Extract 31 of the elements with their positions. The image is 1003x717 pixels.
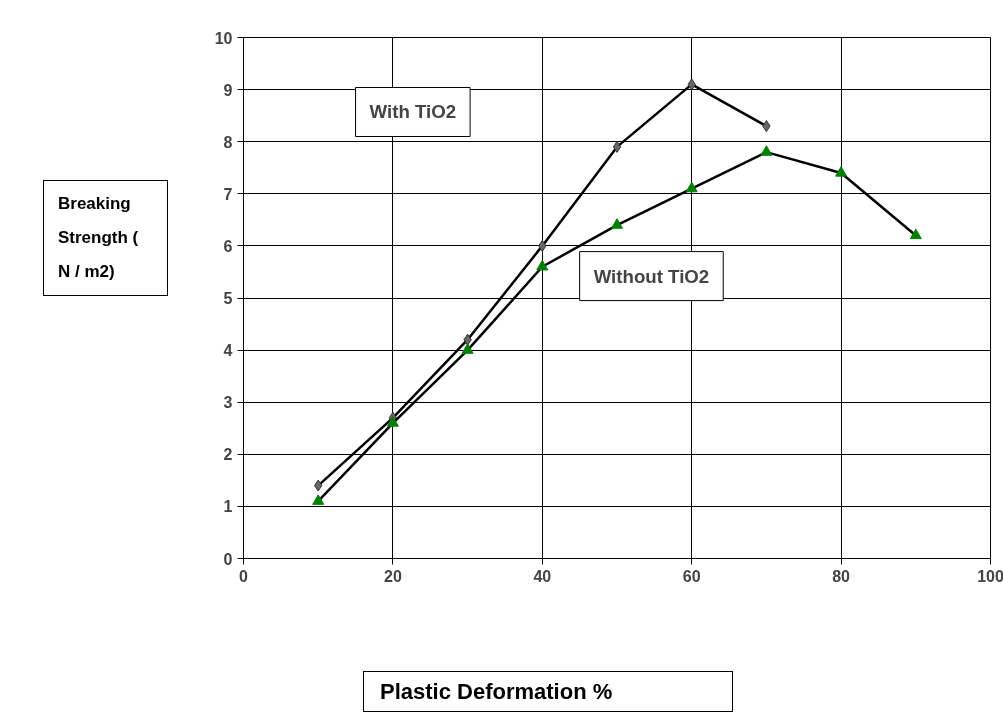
point	[611, 218, 623, 229]
y-tick-label: 8	[223, 133, 233, 151]
y-tick-label: 2	[223, 446, 233, 464]
point	[386, 416, 399, 427]
point	[685, 181, 698, 193]
point	[760, 145, 773, 156]
x-tick-label: 100	[977, 567, 1003, 585]
text: With TiO2	[369, 101, 457, 123]
x-tick-label: 40	[533, 567, 552, 585]
point	[612, 140, 622, 153]
x-axis-title: Plastic Deformation %	[363, 671, 733, 713]
x-tick-label: 80	[832, 567, 851, 585]
y-tick-label: 5	[223, 290, 233, 307]
point	[536, 259, 549, 271]
y-tick-label: 3	[223, 394, 233, 412]
x-tick-label: 60	[682, 567, 701, 585]
point	[835, 166, 848, 177]
y-tick-label: 9	[223, 81, 233, 99]
y-axis-title: Breaking Strength ( N / m2)	[43, 180, 168, 296]
point	[312, 494, 325, 505]
point	[909, 228, 922, 240]
y-tick-label: 6	[223, 237, 233, 255]
x-tick-label: 20	[384, 567, 402, 585]
y-tick-label: 1	[223, 498, 233, 516]
y-tick-label: 0	[223, 550, 233, 568]
series-label: Without TiO2	[593, 265, 710, 287]
point	[461, 343, 474, 354]
x-tick-label: 0	[239, 567, 249, 585]
y-tick-label: 7	[223, 185, 233, 203]
y-tick-label: 10	[214, 29, 233, 47]
y-tick-label: 4	[223, 342, 233, 360]
